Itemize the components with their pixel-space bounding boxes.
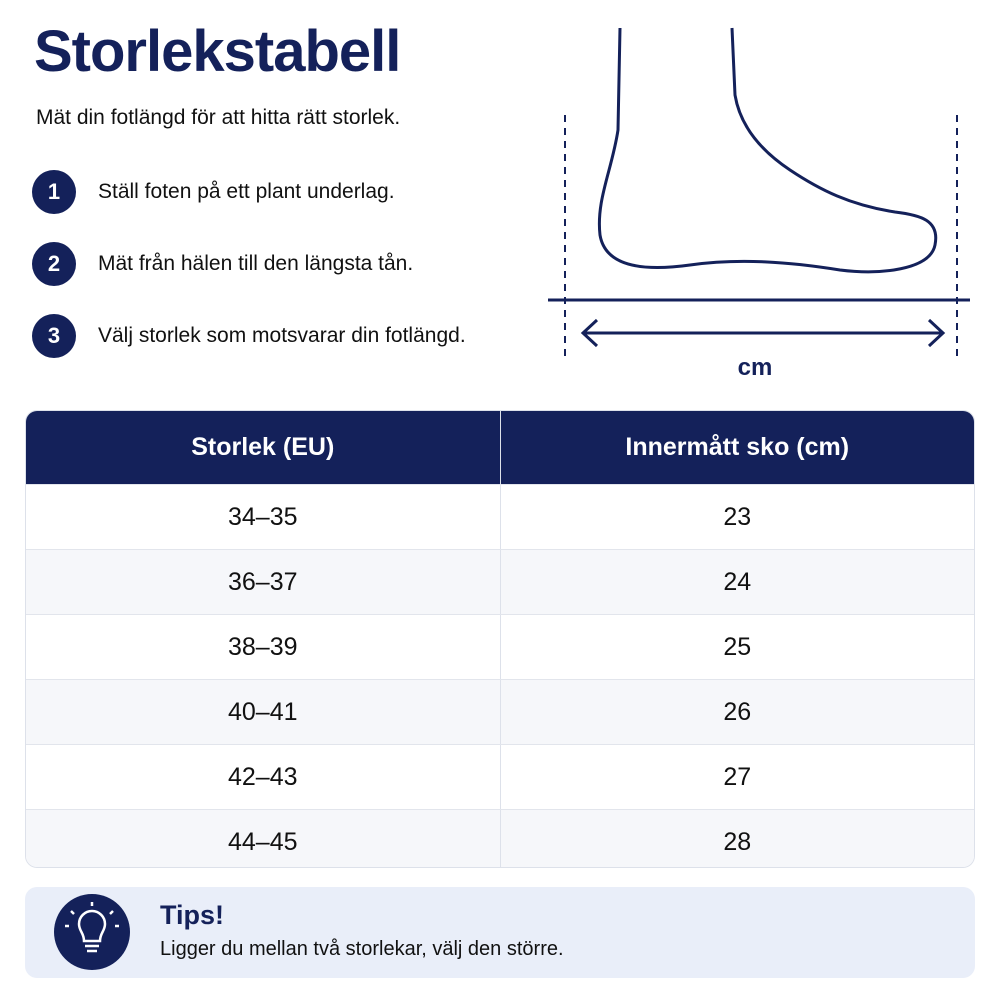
unit-label: cm (738, 354, 773, 381)
table-cell: 34–35 (227, 502, 298, 531)
tips-box (25, 887, 975, 978)
step-number: 1 (32, 170, 76, 214)
table-cell: 38–39 (227, 632, 298, 661)
step-text: Mät från hälen till den längsta tån. (98, 252, 414, 275)
arrow-head (580, 318, 599, 348)
step: 2 Mät från hälen till den längsta tån. (32, 242, 413, 286)
tips-text: Ligger du mellan två storlekar, välj den… (160, 938, 564, 960)
table-row: 38–39 25 (26, 614, 974, 679)
table-row: 44–45 28 (26, 809, 975, 867)
table-cell: 40–41 (227, 697, 298, 726)
step: 1 Ställ foten på ett plant underlag. (32, 170, 395, 214)
step: 3 Välj storlek som motsvarar din fotlängd… (32, 314, 466, 358)
header-cell: Innermått sko (cm) (499, 411, 975, 484)
table-cell: 25 (499, 615, 975, 679)
bulb-icon (54, 894, 130, 970)
table-cell: 27 (499, 745, 975, 809)
table-row: 40–41 26 (26, 679, 974, 744)
step-text: Välj storlek som motsvarar din fotlängd. (98, 324, 466, 347)
table-cell: 23 (499, 485, 975, 549)
step-number: 2 (32, 242, 76, 286)
table-row: 34–35 23 (26, 484, 974, 549)
table-cell: 24 (499, 550, 975, 614)
header-row: Storlek (EU) Innermått sko (cm) (26, 411, 974, 484)
header-cell: Storlek (EU) (191, 433, 335, 461)
table-cell: 26 (499, 680, 975, 744)
table-cell: 42–43 (227, 762, 298, 791)
table-cell: 44–45 (227, 827, 298, 856)
table-cell: 36–37 (227, 567, 298, 596)
table-row: 36–37 24 (26, 549, 974, 614)
subtitle: Mät din fotlängd för att hitta rätt stor… (36, 106, 401, 129)
foot-outline (597, 27, 938, 274)
arrow-head (927, 318, 946, 348)
size-table: Storlek (EU) Innermått sko (cm) 34–35 23 36–… (25, 410, 975, 868)
step-text: Ställ foten på ett plant underlag. (98, 180, 395, 203)
table-cell: 28 (499, 810, 975, 867)
foot-diagram: cm (548, 27, 970, 381)
table-row: 42–43 27 (26, 744, 974, 809)
title: Storlekstabell (34, 19, 401, 84)
step-number: 3 (32, 314, 76, 358)
tips-title: Tips! (160, 900, 225, 930)
